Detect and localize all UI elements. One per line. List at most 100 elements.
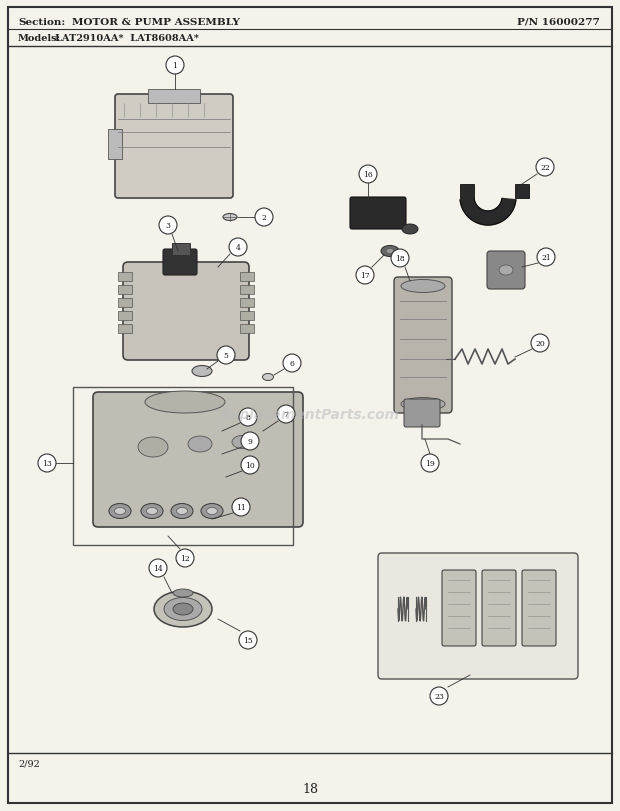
- FancyBboxPatch shape: [115, 95, 233, 199]
- Circle shape: [176, 549, 194, 568]
- Text: 18: 18: [302, 783, 318, 796]
- Bar: [240, 285, 254, 294]
- Circle shape: [241, 432, 259, 450]
- Bar: [240, 298, 254, 307]
- Ellipse shape: [173, 590, 193, 597]
- Bar: [240, 272, 254, 281]
- FancyBboxPatch shape: [394, 277, 452, 414]
- Text: 19: 19: [425, 460, 435, 467]
- Text: 13: 13: [42, 460, 52, 467]
- Text: 12: 12: [180, 554, 190, 562]
- Circle shape: [159, 217, 177, 234]
- FancyBboxPatch shape: [442, 570, 476, 646]
- Circle shape: [232, 499, 250, 517]
- Text: 8: 8: [246, 414, 250, 422]
- Ellipse shape: [192, 366, 212, 377]
- Ellipse shape: [499, 266, 513, 276]
- Circle shape: [241, 457, 259, 474]
- Circle shape: [283, 354, 301, 372]
- Ellipse shape: [262, 374, 273, 381]
- Text: 11: 11: [236, 504, 246, 512]
- Circle shape: [359, 165, 377, 184]
- Ellipse shape: [188, 436, 212, 453]
- Polygon shape: [460, 200, 516, 225]
- Ellipse shape: [401, 398, 445, 411]
- Text: 2: 2: [262, 214, 267, 221]
- Text: MOTOR & PUMP ASSEMBLY: MOTOR & PUMP ASSEMBLY: [72, 18, 240, 27]
- Text: 18: 18: [395, 255, 405, 263]
- Text: 20: 20: [535, 340, 545, 348]
- FancyBboxPatch shape: [482, 570, 516, 646]
- Bar: [118, 324, 132, 333]
- Ellipse shape: [223, 214, 237, 221]
- FancyBboxPatch shape: [522, 570, 556, 646]
- Bar: [240, 311, 254, 320]
- Circle shape: [38, 454, 56, 473]
- Text: 4: 4: [236, 243, 241, 251]
- FancyBboxPatch shape: [487, 251, 525, 290]
- Circle shape: [166, 57, 184, 75]
- Ellipse shape: [177, 508, 187, 515]
- Ellipse shape: [206, 508, 218, 515]
- FancyBboxPatch shape: [404, 400, 440, 427]
- Ellipse shape: [145, 392, 225, 414]
- Circle shape: [229, 238, 247, 257]
- FancyBboxPatch shape: [123, 263, 249, 361]
- Text: 7: 7: [283, 410, 288, 418]
- Text: Section:: Section:: [18, 18, 65, 27]
- Ellipse shape: [171, 504, 193, 519]
- Text: 10: 10: [245, 461, 255, 470]
- Ellipse shape: [115, 508, 125, 515]
- Text: 17: 17: [360, 272, 370, 280]
- Ellipse shape: [173, 603, 193, 616]
- Text: 14: 14: [153, 564, 163, 573]
- Text: 6: 6: [290, 359, 294, 367]
- Circle shape: [239, 631, 257, 649]
- Text: 3: 3: [166, 221, 171, 230]
- FancyBboxPatch shape: [378, 553, 578, 679]
- Text: 16: 16: [363, 171, 373, 178]
- Bar: [240, 324, 254, 333]
- Ellipse shape: [154, 591, 212, 627]
- Bar: [515, 185, 529, 199]
- Circle shape: [391, 250, 409, 268]
- Ellipse shape: [109, 504, 131, 519]
- Circle shape: [537, 249, 555, 267]
- Bar: [118, 285, 132, 294]
- FancyBboxPatch shape: [350, 198, 406, 230]
- Text: 9: 9: [247, 437, 252, 445]
- Text: 22: 22: [540, 164, 550, 172]
- FancyBboxPatch shape: [93, 393, 303, 527]
- Circle shape: [356, 267, 374, 285]
- Text: 2/92: 2/92: [18, 758, 40, 767]
- Text: P/N 16000277: P/N 16000277: [517, 18, 600, 27]
- Bar: [118, 298, 132, 307]
- Text: 1: 1: [172, 62, 177, 70]
- Circle shape: [239, 409, 257, 427]
- Ellipse shape: [232, 436, 252, 449]
- Ellipse shape: [201, 504, 223, 519]
- Bar: [73, 388, 293, 545]
- Text: 5: 5: [224, 351, 228, 359]
- Text: 15: 15: [243, 636, 253, 644]
- Text: Models:: Models:: [18, 33, 61, 42]
- Text: 21: 21: [541, 254, 551, 262]
- Bar: [460, 185, 474, 199]
- Ellipse shape: [402, 225, 418, 234]
- Circle shape: [531, 335, 549, 353]
- Circle shape: [536, 159, 554, 177]
- Circle shape: [255, 208, 273, 227]
- Ellipse shape: [141, 504, 163, 519]
- Text: 23: 23: [434, 692, 444, 700]
- Ellipse shape: [146, 508, 157, 515]
- Circle shape: [217, 346, 235, 365]
- Bar: [118, 272, 132, 281]
- Ellipse shape: [164, 598, 202, 620]
- Ellipse shape: [138, 437, 168, 457]
- Bar: [148, 90, 200, 104]
- Bar: [108, 130, 122, 160]
- Circle shape: [149, 560, 167, 577]
- Circle shape: [430, 687, 448, 705]
- Text: ReplacementParts.com: ReplacementParts.com: [221, 407, 399, 422]
- Bar: [118, 311, 132, 320]
